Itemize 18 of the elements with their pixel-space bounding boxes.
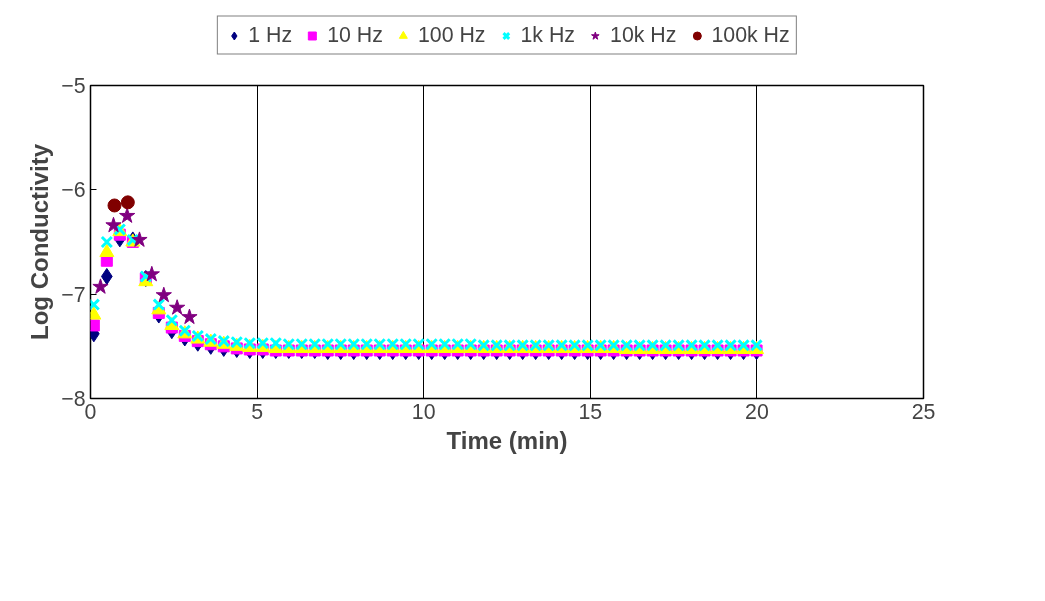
x-tick-label: 5 <box>251 399 264 424</box>
x-tick-label: 10 <box>411 399 436 424</box>
y-tick-label: −5 <box>61 74 86 98</box>
legend-label: 10 Hz <box>327 22 383 48</box>
legend-label: 1k Hz <box>520 22 576 48</box>
y-tick-label: −7 <box>61 282 86 307</box>
legend-label: 100k Hz <box>711 22 790 48</box>
legend-label: 1 Hz <box>248 22 293 48</box>
x-tick-label: 0 <box>84 399 97 424</box>
x-tick-label: 25 <box>911 399 936 424</box>
legend-label: 10k Hz <box>610 22 677 48</box>
y-axis-title: Log Conductivity <box>26 143 54 340</box>
x-axis-title: Time (min) <box>446 426 568 454</box>
legend-label: 100 Hz <box>417 22 486 48</box>
y-tick-label: −6 <box>61 178 86 203</box>
y-tick-label: −8 <box>61 387 86 411</box>
x-tick-label: 20 <box>745 399 769 424</box>
x-tick-label: 15 <box>578 399 603 424</box>
